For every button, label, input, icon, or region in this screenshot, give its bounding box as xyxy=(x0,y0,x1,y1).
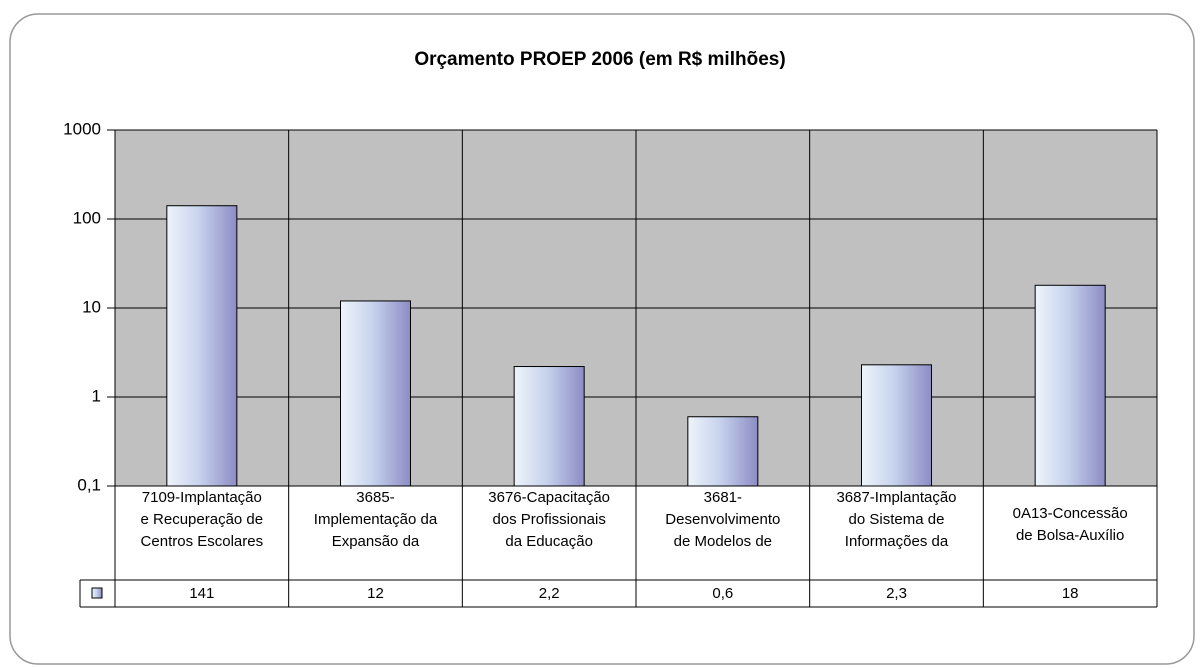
chart-title: Orçamento PROEP 2006 (em R$ milhões) xyxy=(414,49,785,70)
y-tick-label: 100 xyxy=(73,208,101,227)
category-label: 3681- Desenvolvimento de Modelos de xyxy=(665,489,781,550)
value-label: 2,3 xyxy=(886,585,907,602)
y-tick-label: 10 xyxy=(82,297,101,316)
bar xyxy=(861,364,932,487)
category-label: 3676-Capacitação dos Profissionais da Ed… xyxy=(488,489,611,550)
bar xyxy=(513,366,585,487)
value-label: 12 xyxy=(367,585,384,602)
category-label: 0A13-Concessão de Bolsa-Auxílio xyxy=(1012,505,1128,544)
category-label: 7109-Implantação e Recuperação de Centro… xyxy=(140,489,264,550)
y-tick-label: 1 xyxy=(92,386,101,405)
category-label: 3685- Implementação da Expansão da xyxy=(313,489,438,550)
category-label: 3687-Implantação do Sistema de Informaçõ… xyxy=(836,489,957,550)
y-tick-label: 1000 xyxy=(63,119,101,138)
bar xyxy=(340,300,411,487)
bar xyxy=(1034,284,1106,487)
legend-key xyxy=(91,587,103,599)
bar xyxy=(687,416,759,487)
bar xyxy=(166,205,238,487)
value-label: 0,6 xyxy=(712,585,733,602)
value-label: 141 xyxy=(189,585,214,602)
y-tick-label: 0,1 xyxy=(77,475,101,494)
value-label: 2,2 xyxy=(539,585,560,602)
value-label: 18 xyxy=(1062,585,1079,602)
